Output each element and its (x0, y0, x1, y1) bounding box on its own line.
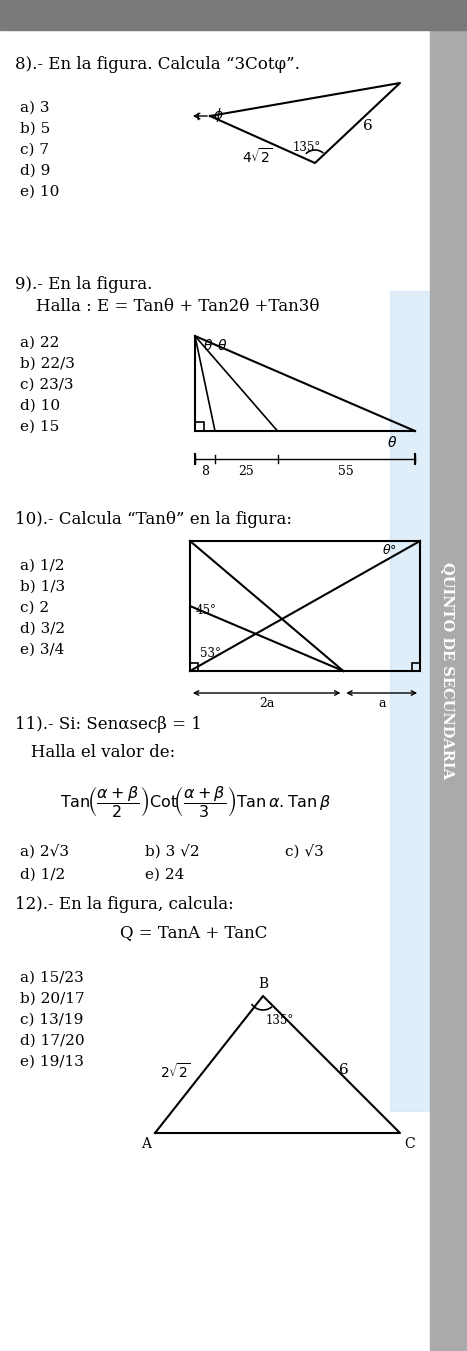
Text: b) 22/3: b) 22/3 (20, 357, 75, 372)
Bar (390, 290, 432, 1111)
Text: d) 17/20: d) 17/20 (20, 1034, 85, 1048)
Text: d) 9: d) 9 (20, 163, 50, 178)
Text: c) 13/19: c) 13/19 (20, 1013, 84, 1027)
Text: 55: 55 (339, 465, 354, 478)
Text: Q = TanA + TanC: Q = TanA + TanC (120, 924, 268, 942)
Text: a) 22: a) 22 (20, 336, 59, 350)
Text: e) 10: e) 10 (20, 185, 59, 199)
Text: QUINTO DE SECUNDARIA: QUINTO DE SECUNDARIA (441, 562, 455, 780)
Text: $2\sqrt{2}$: $2\sqrt{2}$ (160, 1062, 191, 1081)
Text: a) 1/2: a) 1/2 (20, 559, 64, 573)
Text: $\theta$: $\theta$ (203, 338, 213, 353)
Text: a) 15/23: a) 15/23 (20, 971, 84, 985)
Text: e) 3/4: e) 3/4 (20, 643, 64, 657)
Text: a: a (378, 697, 385, 711)
Text: 53°: 53° (200, 647, 221, 661)
Text: 6: 6 (363, 119, 373, 132)
Text: a) 3: a) 3 (20, 101, 50, 115)
Text: 9).- En la figura.: 9).- En la figura. (15, 276, 152, 293)
Text: A: A (141, 1138, 151, 1151)
Text: 8).- En la figura. Calcula “3Cotφ”.: 8).- En la figura. Calcula “3Cotφ”. (15, 55, 300, 73)
Text: $\theta°$: $\theta°$ (382, 543, 397, 557)
Text: b) 3 √2: b) 3 √2 (145, 844, 199, 858)
Text: 135°: 135° (293, 141, 321, 154)
Text: Halla : E = Tanθ + Tan2θ +Tan3θ: Halla : E = Tanθ + Tan2θ +Tan3θ (15, 299, 319, 315)
Text: c) 7: c) 7 (20, 143, 49, 157)
Text: B: B (258, 977, 268, 992)
Text: $\phi$: $\phi$ (213, 105, 224, 124)
Text: 45°: 45° (196, 604, 217, 617)
Text: c) 2: c) 2 (20, 601, 49, 615)
Text: b) 1/3: b) 1/3 (20, 580, 65, 594)
Text: 10).- Calcula “Tanθ” en la figura:: 10).- Calcula “Tanθ” en la figura: (15, 511, 292, 528)
Text: 8: 8 (201, 465, 209, 478)
Text: 12).- En la figura, calcula:: 12).- En la figura, calcula: (15, 896, 234, 913)
Text: 6: 6 (340, 1062, 349, 1077)
Bar (190, 663, 198, 671)
Text: e) 15: e) 15 (20, 420, 59, 434)
Text: $4\sqrt{2}$: $4\sqrt{2}$ (242, 147, 273, 166)
Bar (190, 540, 420, 671)
Text: b) 5: b) 5 (20, 122, 50, 136)
Text: C: C (404, 1138, 415, 1151)
Text: a) 2√3: a) 2√3 (20, 844, 69, 858)
Text: d) 3/2: d) 3/2 (20, 621, 65, 636)
Text: $\theta$: $\theta$ (217, 338, 227, 353)
Bar (195, 422, 204, 431)
Text: $\theta$: $\theta$ (387, 435, 397, 450)
Bar (0, 0, 467, 30)
Text: 11).- Si: Senαsecβ = 1: 11).- Si: Senαsecβ = 1 (15, 716, 202, 734)
Text: e) 24: e) 24 (145, 867, 184, 882)
Bar (430, 0, 467, 1351)
Text: d) 10: d) 10 (20, 399, 60, 413)
Text: Halla el valor de:: Halla el valor de: (15, 744, 175, 761)
Text: d) 1/2: d) 1/2 (20, 867, 65, 882)
Text: e) 19/13: e) 19/13 (20, 1055, 84, 1069)
Text: c) √3: c) √3 (285, 844, 324, 858)
Text: 25: 25 (238, 465, 254, 478)
Text: 2a: 2a (259, 697, 274, 711)
Text: $\mathrm{Tan}\!\left(\dfrac{\alpha+\beta}{2}\right)\mathrm{Cot}\!\left(\dfrac{\a: $\mathrm{Tan}\!\left(\dfrac{\alpha+\beta… (60, 784, 331, 820)
Text: 135°: 135° (266, 1015, 294, 1027)
Text: c) 23/3: c) 23/3 (20, 378, 73, 392)
Text: b) 20/17: b) 20/17 (20, 992, 85, 1006)
Bar (412, 663, 420, 671)
